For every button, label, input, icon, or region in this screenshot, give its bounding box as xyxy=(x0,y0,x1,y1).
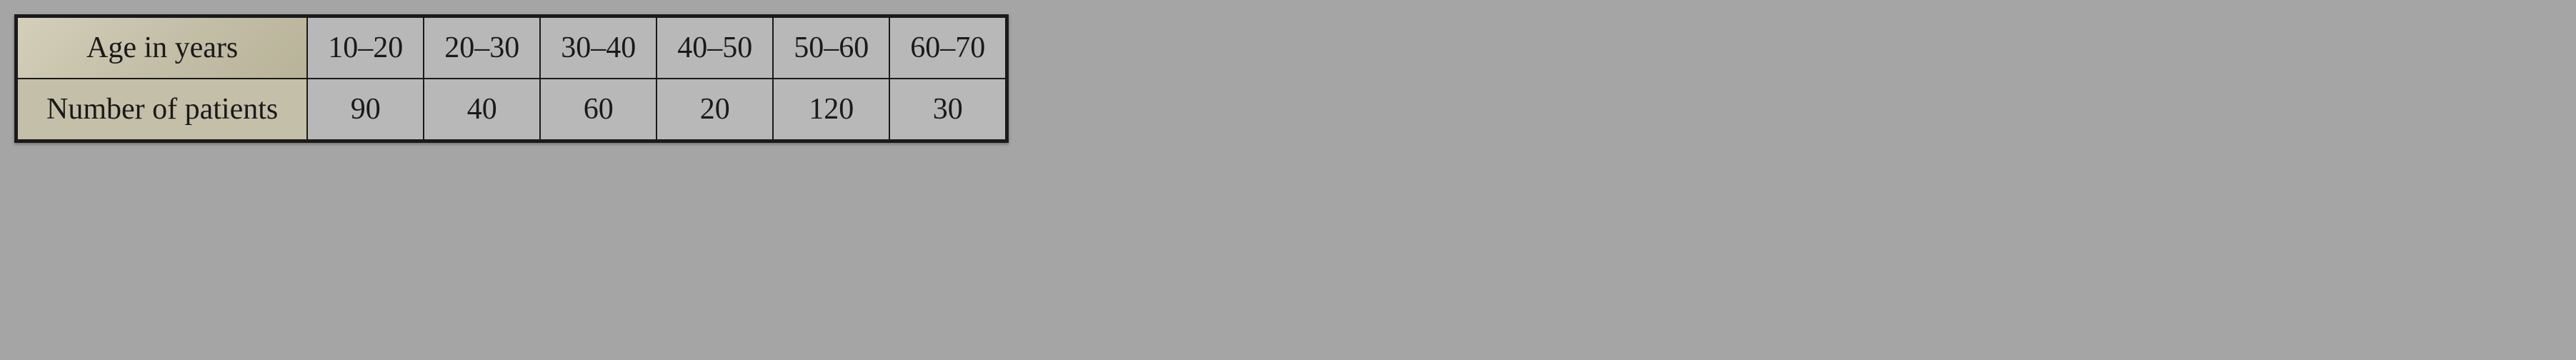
patient-count-cell: 40 xyxy=(424,79,540,140)
table-row: Age in years 10–20 20–30 30–40 40–50 50–… xyxy=(17,17,1006,79)
age-range-cell: 20–30 xyxy=(424,17,540,79)
age-range-cell: 30–40 xyxy=(540,17,657,79)
table-row: Number of patients 90 40 60 20 120 30 xyxy=(17,79,1006,140)
age-patients-table: Age in years 10–20 20–30 30–40 40–50 50–… xyxy=(14,14,1009,143)
patient-count-cell: 30 xyxy=(889,79,1006,140)
row-header-patients: Number of patients xyxy=(17,79,307,140)
patient-count-cell: 120 xyxy=(773,79,889,140)
patient-count-cell: 60 xyxy=(540,79,657,140)
patient-count-cell: 90 xyxy=(307,79,424,140)
row-header-age: Age in years xyxy=(17,17,307,79)
age-range-cell: 10–20 xyxy=(307,17,424,79)
age-range-cell: 60–70 xyxy=(889,17,1006,79)
patient-count-cell: 20 xyxy=(657,79,773,140)
age-range-cell: 40–50 xyxy=(657,17,773,79)
age-range-cell: 50–60 xyxy=(773,17,889,79)
data-table: Age in years 10–20 20–30 30–40 40–50 50–… xyxy=(16,16,1007,141)
